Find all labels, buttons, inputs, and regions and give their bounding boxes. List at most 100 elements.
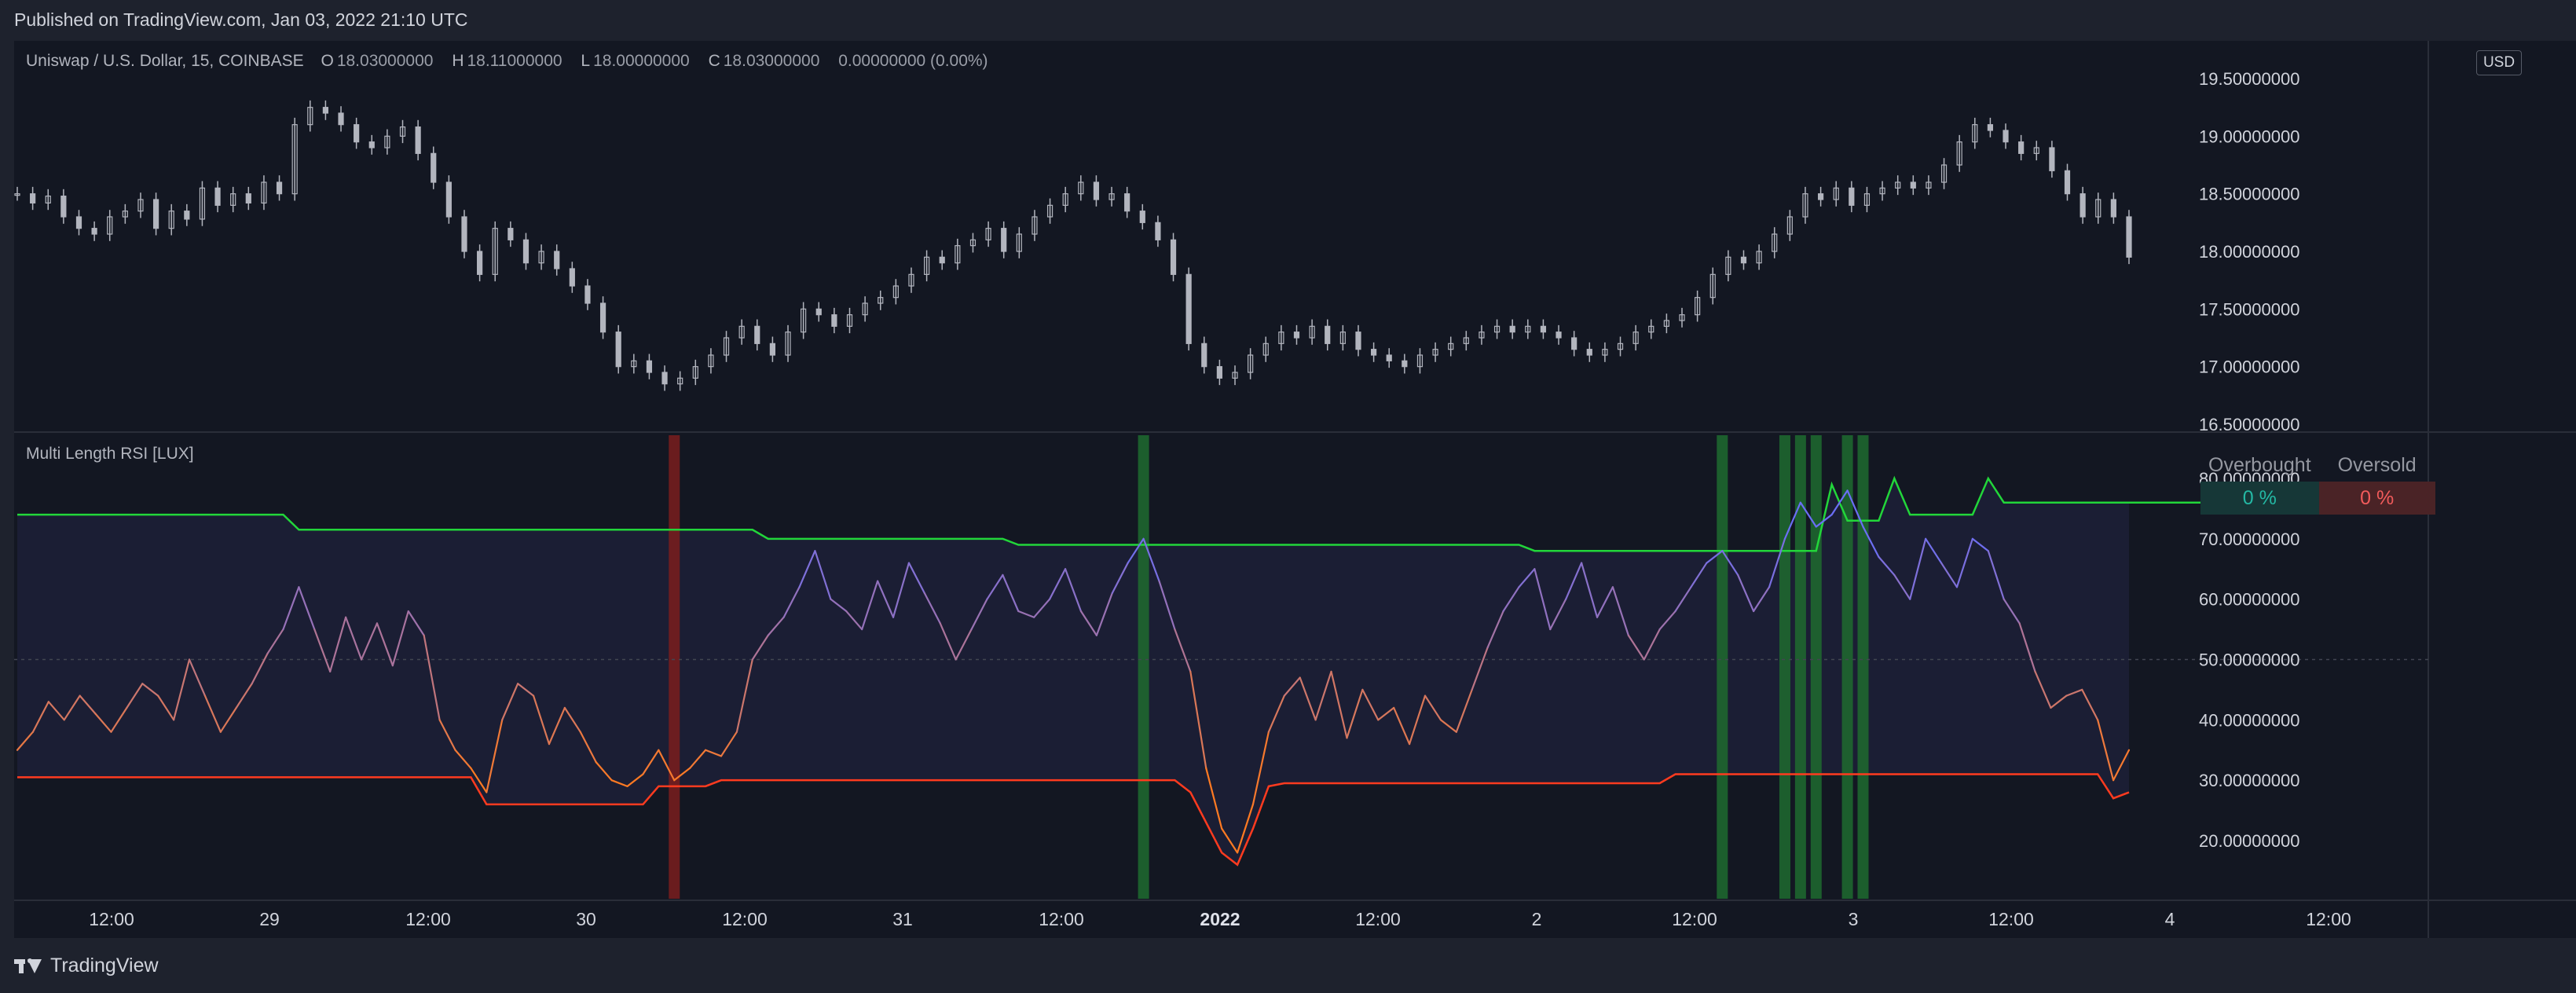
footer-bar (0, 938, 2576, 993)
overbought-highlight-bar (1717, 435, 1728, 899)
rsi-line-segment (1737, 573, 1755, 613)
candle-body (846, 314, 853, 327)
rsi-line-segment (360, 622, 379, 661)
rsi-line-segment (47, 701, 65, 721)
candle-body (1817, 193, 1824, 200)
rsi-line-segment (16, 731, 35, 751)
candle-body (1093, 181, 1100, 200)
candle-body (1262, 343, 1269, 356)
candle-body (2095, 199, 2101, 218)
rsi-line-segment (2081, 688, 2099, 721)
rsi-line-segment (689, 749, 707, 769)
candle-body (477, 251, 483, 275)
rsi-line-segment (282, 586, 300, 631)
candle-body (569, 268, 575, 287)
candle-body (1479, 332, 1485, 339)
time-axis-label: 12:00 (722, 909, 768, 929)
candle-body (661, 372, 668, 385)
candle-body (1555, 332, 1562, 339)
time-axis-label: 2 (1532, 909, 1542, 929)
rsi-line-segment (188, 658, 207, 697)
candle-body (1740, 256, 1747, 264)
candle-body (307, 107, 313, 126)
candle-body (985, 228, 991, 240)
time-axis-label: 12:00 (89, 909, 134, 929)
rsi-line-segment (1314, 670, 1332, 721)
open-key: O (321, 52, 334, 70)
rsi-line-segment (1408, 694, 1427, 746)
rsi-indicator-title[interactable]: Multi Length RSI [LUX] (26, 445, 194, 463)
candle-body (1833, 187, 1839, 200)
rsi-line-segment (861, 580, 879, 631)
overbought-line (17, 475, 2208, 552)
candle-body (1525, 325, 1531, 333)
candle-body (431, 152, 437, 183)
tradingview-logo-icon (14, 958, 44, 975)
candle-body (1232, 372, 1238, 379)
candle-body (1695, 297, 1701, 316)
low-value: 18.00000000 (593, 52, 690, 70)
time-axis-label: 29 (259, 909, 280, 929)
candle-body (338, 112, 344, 126)
rsi-line-segment (2034, 670, 2052, 709)
rsi-line-segment (298, 586, 316, 631)
candle-body (1586, 349, 1592, 356)
candle-body (1355, 332, 1361, 350)
candle-body (1416, 354, 1424, 368)
candle-body (1879, 187, 1885, 195)
rsi-line-segment (1393, 706, 1411, 746)
candle-body (107, 216, 113, 235)
rsi-line-segment (1064, 568, 1083, 613)
rsi-line-segment (1925, 537, 1943, 564)
rsi-line-segment (1079, 610, 1097, 636)
oversold-highlight-bar (669, 435, 680, 899)
rsi-line-segment (1236, 803, 1255, 854)
time-axis-label: 12:00 (405, 909, 451, 929)
symbol-label: Uniswap / U.S. Dollar, 15, COINBASE (26, 52, 304, 70)
overbought-highlight-bar (1138, 435, 1149, 899)
rsi-line-segment (595, 761, 613, 782)
candle-body (554, 251, 560, 269)
rsi-line-segment (877, 580, 895, 618)
candle-body (1972, 124, 1978, 143)
candle-body (461, 216, 467, 252)
candle-body (815, 308, 822, 316)
candle-body (801, 308, 807, 333)
candle-body (1540, 325, 1547, 333)
candle-body (1124, 193, 1130, 212)
published-text: Published on TradingView.com, Jan 03, 20… (14, 9, 468, 30)
rsi-axis-label: 50.00000000 (2199, 650, 2299, 670)
price-axis-label: 19.00000000 (2199, 126, 2299, 146)
candle-body (368, 141, 375, 148)
candle-body (631, 360, 637, 368)
candle-body (168, 211, 174, 229)
rsi-line-segment (1815, 513, 1833, 528)
candle-body (1062, 193, 1068, 206)
candle-body (1108, 193, 1115, 200)
rsi-line-segment (751, 634, 769, 661)
candle-body (1940, 164, 1948, 183)
chart-frame[interactable]: 19.50000000 19.00000000 18.50000000 18.0000… (14, 41, 2576, 938)
candle-body (261, 181, 267, 203)
price-axis-label: 18.50000000 (2199, 185, 2299, 204)
candle-body (1386, 354, 1392, 361)
time-axis-label: 12:00 (1039, 909, 1084, 929)
rsi-line-segment (1251, 731, 1270, 806)
rsi-axis-label: 40.00000000 (2199, 710, 2299, 730)
chart-canvas[interactable]: 19.50000000 19.00000000 18.50000000 18.0000… (14, 41, 2576, 938)
candle-body (508, 228, 514, 240)
rsi-line-segment (610, 779, 628, 787)
currency-button[interactable]: USD (2476, 50, 2522, 75)
candle-body (75, 216, 82, 229)
candle-body (60, 196, 67, 218)
tradingview-logo[interactable]: TradingView (14, 955, 159, 977)
price-axis-label: 19.50000000 (2199, 69, 2299, 89)
candle-body (723, 337, 730, 356)
open-value: 18.03000000 (336, 52, 434, 70)
rsi-line-segment (1627, 634, 1645, 661)
rsi-line-segment (798, 550, 816, 588)
candle-body (1448, 343, 1454, 350)
candle-body (892, 285, 899, 299)
rsi-line-segment (141, 683, 159, 697)
candle-body (1895, 181, 1901, 189)
